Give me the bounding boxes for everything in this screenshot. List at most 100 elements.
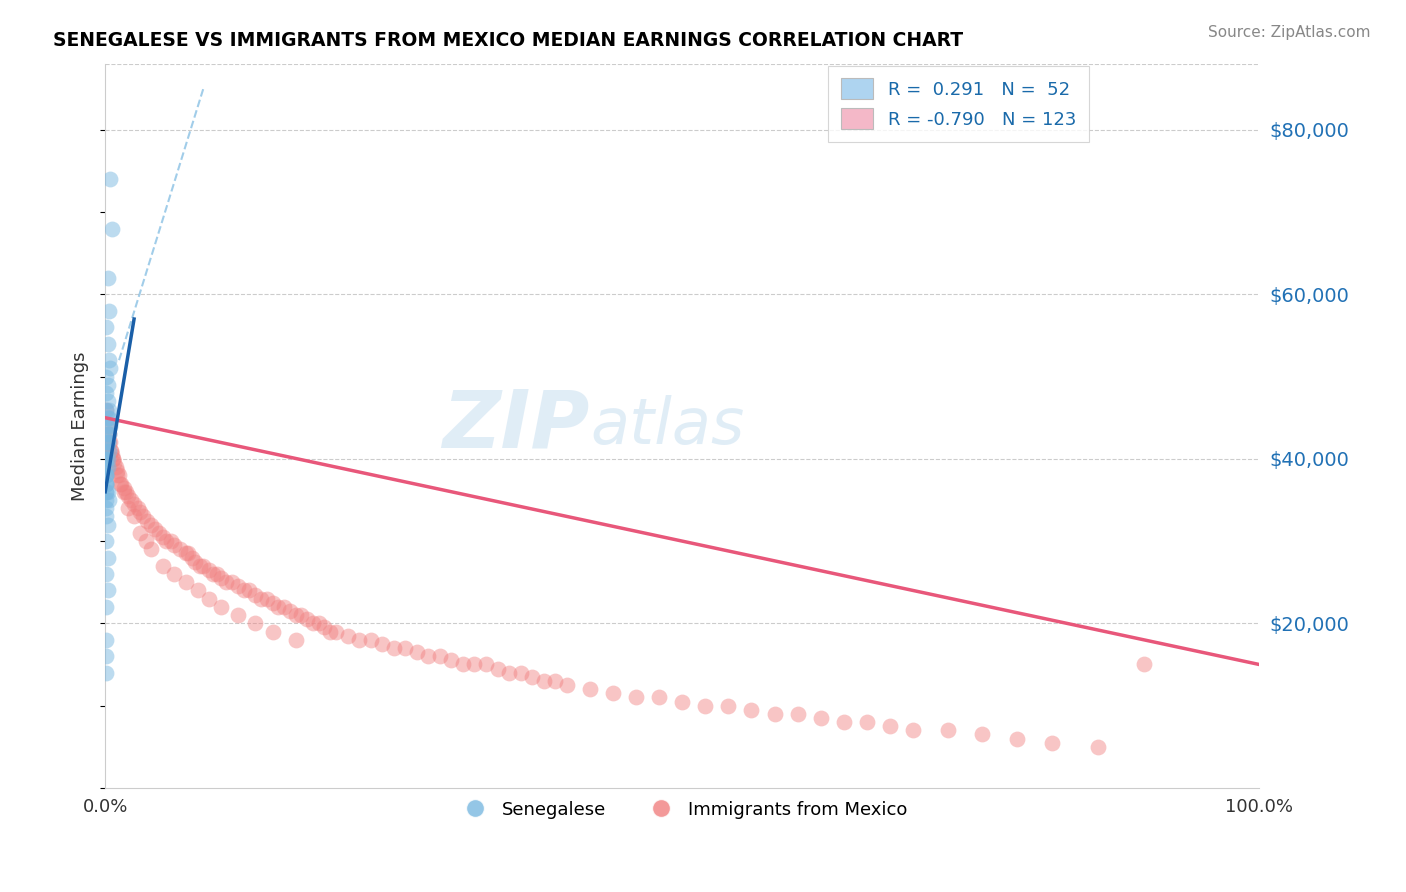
Point xyxy=(267,599,290,614)
Point xyxy=(127,501,149,516)
Point xyxy=(152,530,174,544)
Point xyxy=(856,714,879,729)
Point xyxy=(188,558,211,573)
Point xyxy=(96,665,118,680)
Point xyxy=(284,632,307,647)
Point xyxy=(174,575,197,590)
Point xyxy=(418,649,440,664)
Point xyxy=(238,583,260,598)
Point xyxy=(96,410,118,425)
Point xyxy=(429,649,451,664)
Point xyxy=(96,632,118,647)
Point xyxy=(98,435,121,450)
Point xyxy=(360,632,382,647)
Point xyxy=(96,509,118,524)
Point xyxy=(96,599,118,614)
Point xyxy=(96,443,118,458)
Point xyxy=(101,221,124,235)
Point xyxy=(262,596,284,610)
Point xyxy=(394,640,416,655)
Point xyxy=(579,682,602,697)
Point xyxy=(108,468,131,483)
Point xyxy=(96,649,118,664)
Point xyxy=(763,706,786,721)
Text: SENEGALESE VS IMMIGRANTS FROM MEXICO MEDIAN EARNINGS CORRELATION CHART: SENEGALESE VS IMMIGRANTS FROM MEXICO MED… xyxy=(53,31,963,50)
Point xyxy=(96,583,118,598)
Point xyxy=(96,427,118,442)
Point xyxy=(245,588,267,602)
Point xyxy=(98,172,121,186)
Point xyxy=(96,419,118,434)
Point xyxy=(96,484,118,499)
Point xyxy=(498,665,520,680)
Point xyxy=(96,468,118,483)
Point xyxy=(115,484,138,499)
Point xyxy=(96,435,118,450)
Text: ZIP: ZIP xyxy=(443,387,591,465)
Point xyxy=(96,468,118,483)
Point xyxy=(163,538,186,552)
Point xyxy=(509,665,531,680)
Point xyxy=(177,546,200,560)
Point xyxy=(314,620,336,634)
Point xyxy=(96,451,118,466)
Point xyxy=(122,497,145,511)
Point xyxy=(97,427,120,442)
Point xyxy=(245,616,267,631)
Point xyxy=(1040,736,1063,750)
Point xyxy=(101,448,124,462)
Point xyxy=(717,698,740,713)
Point xyxy=(128,505,150,519)
Point xyxy=(544,673,567,688)
Point xyxy=(96,460,118,475)
Point xyxy=(205,567,228,582)
Point xyxy=(96,394,118,409)
Point xyxy=(221,575,243,590)
Point xyxy=(648,690,671,705)
Point xyxy=(152,558,174,573)
Point xyxy=(209,599,232,614)
Point xyxy=(198,591,221,606)
Legend: Senegalese, Immigrants from Mexico: Senegalese, Immigrants from Mexico xyxy=(450,794,914,826)
Point xyxy=(879,719,901,733)
Point xyxy=(105,464,128,478)
Point xyxy=(209,571,232,585)
Point xyxy=(103,456,125,470)
Point xyxy=(302,616,325,631)
Point xyxy=(215,575,238,590)
Point xyxy=(143,522,166,536)
Point xyxy=(451,657,474,672)
Point xyxy=(96,386,118,401)
Point xyxy=(148,525,170,540)
Point xyxy=(96,484,118,499)
Point xyxy=(96,476,118,491)
Point xyxy=(163,567,186,582)
Point xyxy=(160,534,183,549)
Point xyxy=(96,402,118,417)
Point xyxy=(96,534,118,549)
Point xyxy=(117,501,139,516)
Point xyxy=(96,435,118,450)
Point xyxy=(405,645,427,659)
Point xyxy=(198,563,221,577)
Point xyxy=(325,624,347,639)
Point xyxy=(786,706,808,721)
Point xyxy=(117,489,139,503)
Point xyxy=(96,468,118,483)
Point xyxy=(602,686,624,700)
Point xyxy=(96,476,118,491)
Point xyxy=(936,723,959,738)
Point xyxy=(440,653,463,667)
Point xyxy=(96,493,118,508)
Point xyxy=(522,670,544,684)
Point xyxy=(96,402,118,417)
Point xyxy=(901,723,924,738)
Point xyxy=(250,591,273,606)
Point xyxy=(533,673,555,688)
Point xyxy=(96,369,118,384)
Point xyxy=(155,534,177,549)
Point xyxy=(740,703,762,717)
Point xyxy=(97,435,120,450)
Point xyxy=(475,657,498,672)
Point xyxy=(174,546,197,560)
